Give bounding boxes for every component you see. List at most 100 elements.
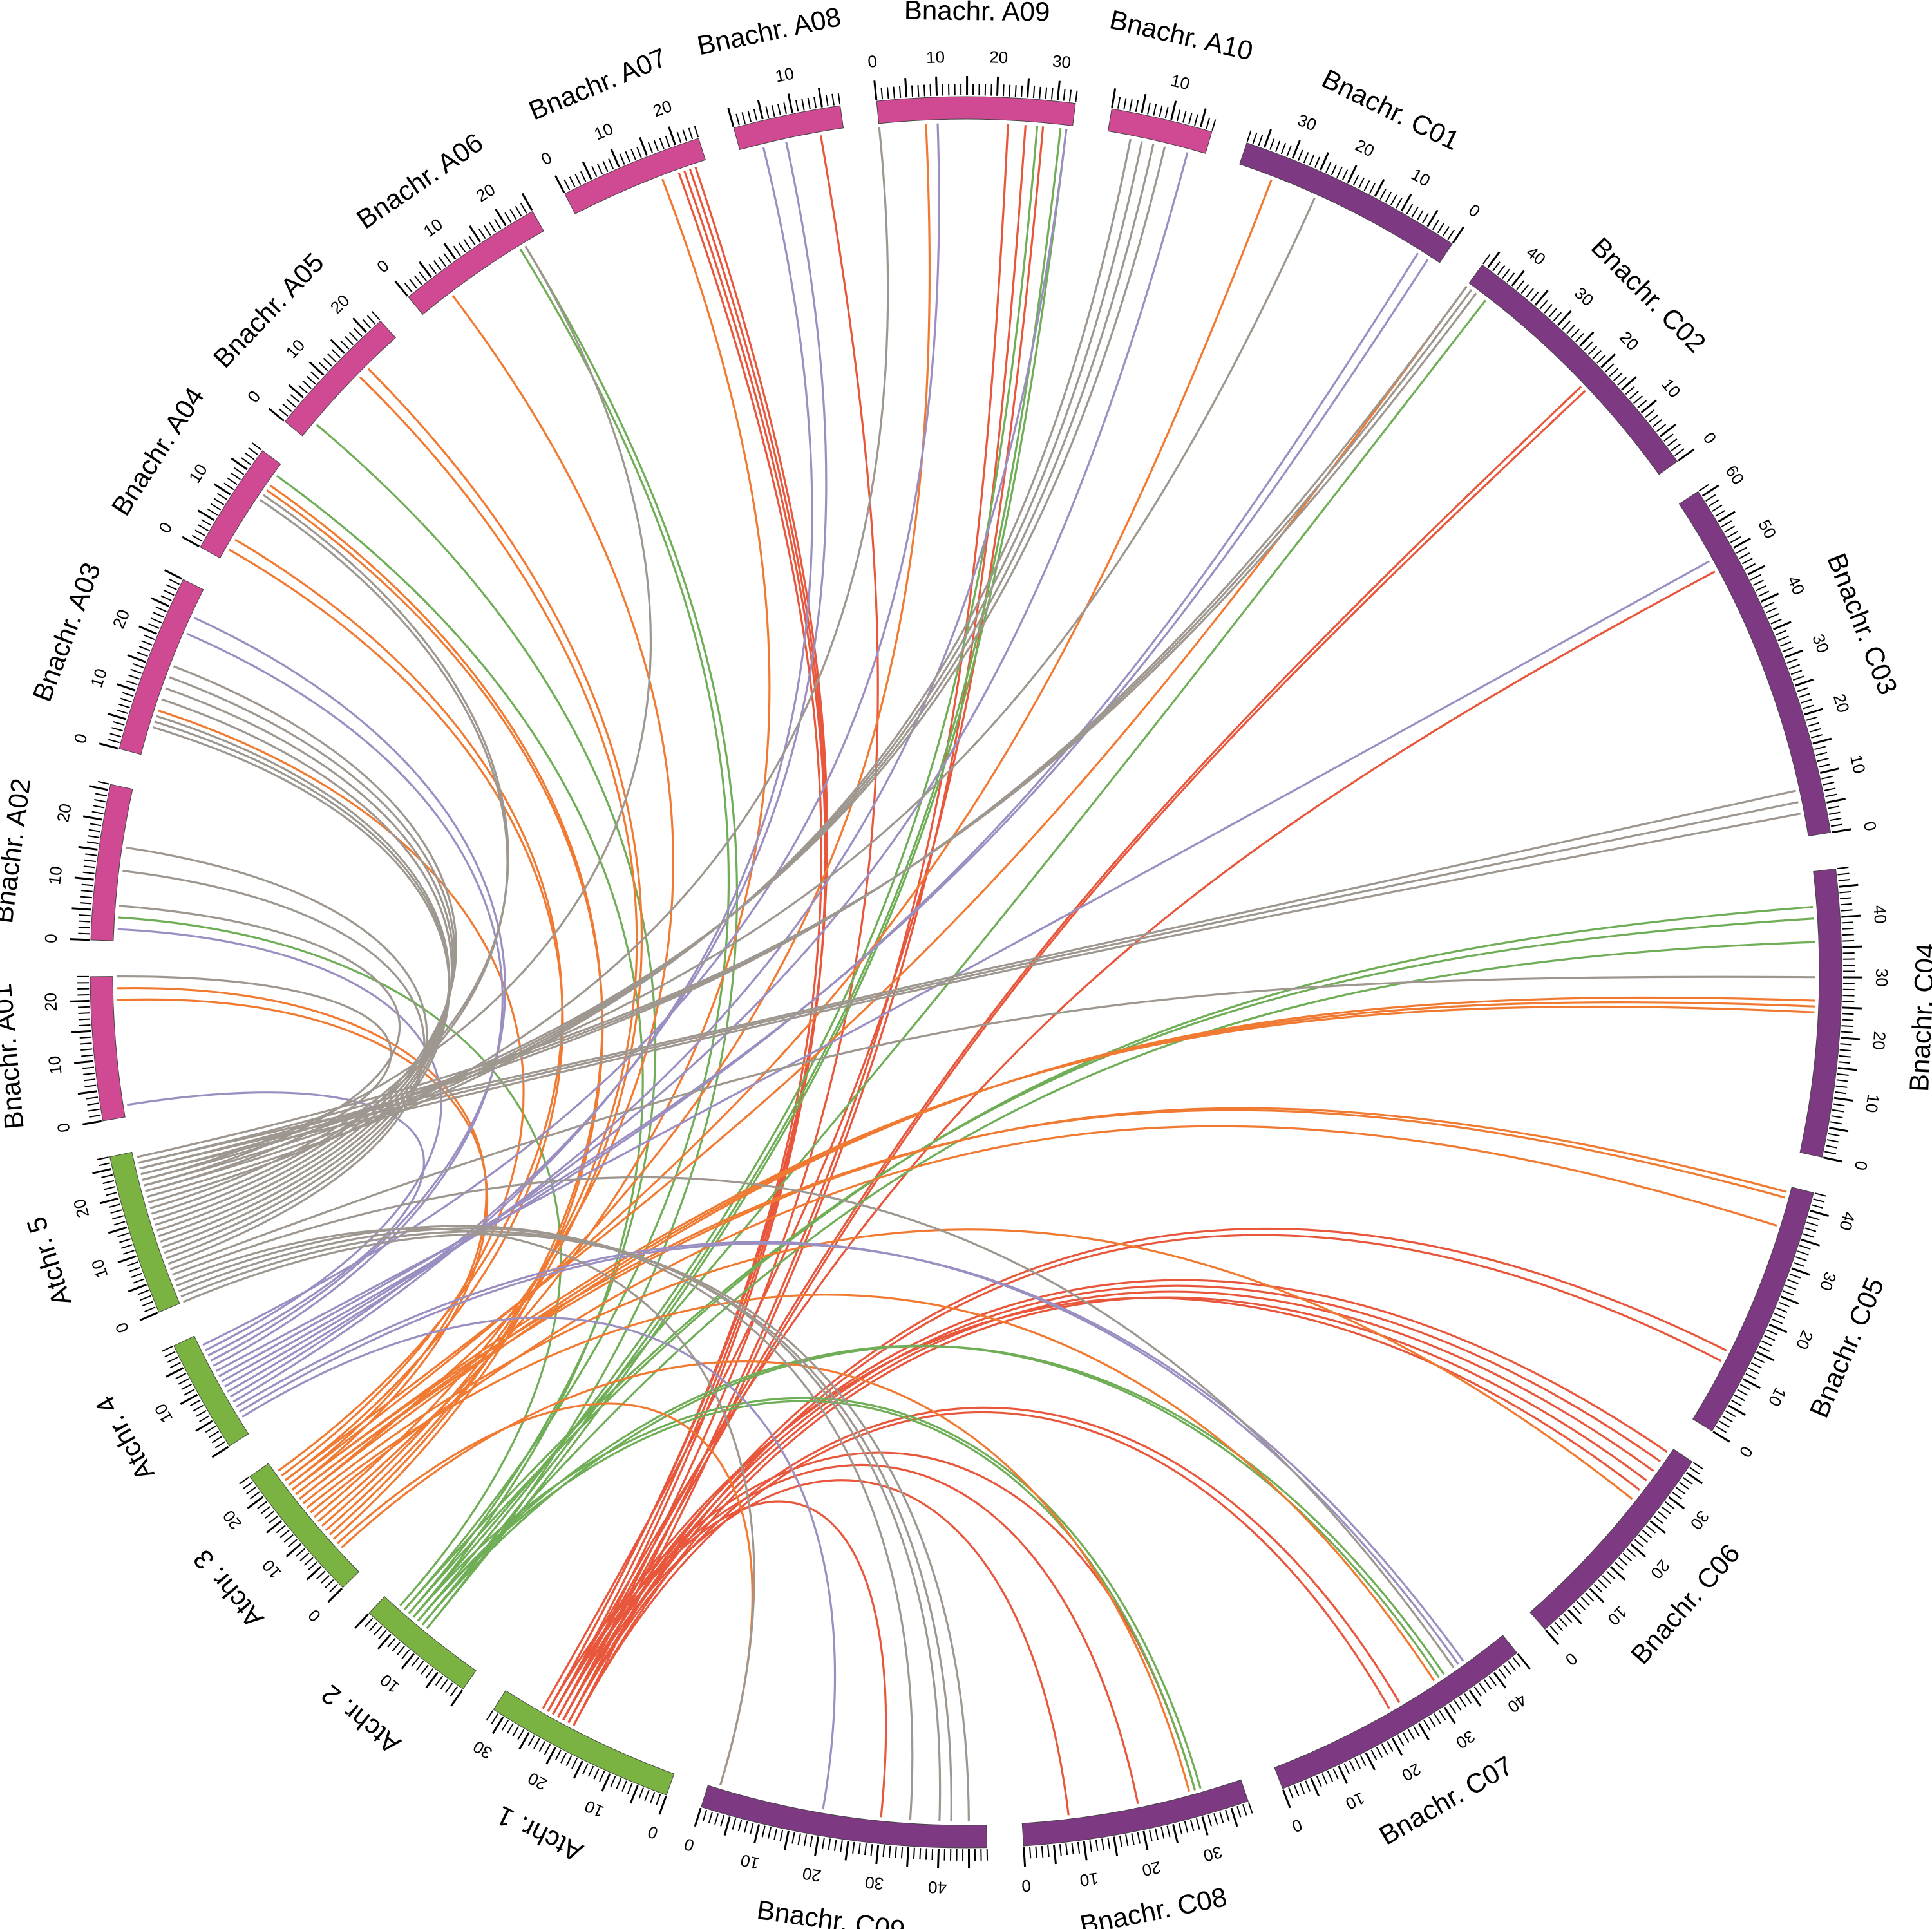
tick-mark — [1795, 1256, 1807, 1261]
tick-mark — [1731, 1399, 1742, 1407]
tick-mark — [79, 1024, 91, 1027]
tick-mark — [1736, 547, 1747, 554]
tick-mark — [1426, 209, 1439, 227]
tick-mark — [803, 1834, 808, 1847]
chromosome-C05: 0 10 20 30 40 Bnachr. C05 — [1692, 1187, 1889, 1461]
tick-mark — [401, 1649, 410, 1660]
tick-mark — [1299, 1783, 1305, 1794]
tick-mark — [1511, 270, 1525, 287]
tick-mark — [71, 1030, 91, 1033]
chromosome-band — [1021, 1779, 1249, 1847]
chromosome-band — [564, 138, 706, 214]
tick-mark — [1825, 793, 1837, 798]
tick-mark — [630, 149, 636, 160]
tick-mark — [1487, 251, 1501, 268]
tick-label: 0 — [645, 1822, 661, 1843]
tick-label: 20 — [1399, 1759, 1425, 1785]
tick-mark — [639, 136, 648, 156]
tick-mark — [242, 1482, 253, 1490]
tick-mark — [1790, 670, 1803, 675]
tick-label: 20 — [41, 992, 61, 1012]
tick-mark — [1664, 1501, 1675, 1510]
tick-mark — [1385, 191, 1392, 203]
tick-mark — [822, 1837, 825, 1850]
tick-mark — [1442, 226, 1450, 237]
tick-mark — [1137, 1832, 1141, 1844]
tick-mark — [587, 1765, 594, 1777]
tick-mark — [1421, 212, 1429, 224]
tick-mark — [1841, 1019, 1854, 1021]
tick-mark — [1428, 1717, 1436, 1727]
tick-mark — [1579, 331, 1595, 347]
chromosome-C04: 0 10 20 30 40 Bnachr. C04 — [1799, 867, 1932, 1172]
tick-mark — [638, 1787, 644, 1799]
synteny-link — [218, 259, 1429, 1377]
tick-mark — [371, 310, 381, 321]
tick-mark — [443, 252, 451, 263]
tick-label: 0 — [682, 1834, 697, 1856]
tick-mark — [741, 112, 746, 124]
synteny-link — [122, 869, 426, 1265]
tick-mark — [1626, 1548, 1636, 1557]
tick-mark — [1841, 921, 1853, 924]
synteny-link — [126, 846, 428, 1259]
tick-mark — [1722, 1415, 1733, 1423]
tick-mark — [1712, 504, 1723, 512]
tick-mark — [80, 1048, 93, 1051]
tick-mark — [773, 1828, 778, 1840]
tick-mark — [82, 871, 95, 874]
synteny-link — [180, 1230, 952, 1821]
tick-mark — [1549, 1626, 1559, 1635]
tick-mark — [1052, 1844, 1057, 1865]
tick-mark — [990, 84, 992, 96]
tick-mark — [77, 1090, 97, 1095]
tick-mark — [296, 1548, 306, 1557]
tick-mark — [1341, 169, 1349, 181]
tick-mark — [1748, 1368, 1759, 1375]
tick-mark — [1817, 757, 1829, 762]
tick-mark — [580, 171, 587, 183]
tick-mark — [1716, 1426, 1727, 1433]
tick-label: 0 — [53, 1122, 74, 1134]
tick-mark — [1837, 1073, 1849, 1077]
tick-mark — [1679, 1482, 1690, 1490]
synteny-link — [557, 386, 1582, 1718]
tick-mark — [1745, 563, 1756, 570]
tick-mark — [1725, 1410, 1736, 1418]
tick-mark — [1839, 1055, 1851, 1058]
tick-mark — [319, 362, 328, 372]
tick-mark — [1390, 194, 1397, 206]
tick-label: 0 — [1736, 1443, 1757, 1461]
tick-mark — [1808, 1216, 1820, 1221]
tick-label: 50 — [1754, 516, 1780, 542]
tick-mark — [489, 221, 497, 232]
tick-mark — [1402, 1732, 1410, 1743]
tick-mark — [1189, 1820, 1195, 1832]
chromosome-label: Bnachr. A10 — [1107, 4, 1256, 66]
tick-mark — [1668, 1496, 1685, 1510]
synteny-link — [552, 1463, 1139, 1805]
tick-mark — [463, 238, 471, 249]
tick-mark — [1002, 84, 1005, 97]
tick-mark — [1792, 675, 1804, 681]
synteny-link — [169, 975, 1815, 1270]
tick-mark — [1640, 399, 1657, 414]
tick-label: 0 — [243, 387, 264, 406]
chromosome-band — [109, 1151, 180, 1313]
tick-mark — [1365, 1752, 1376, 1771]
tick-mark — [1170, 100, 1177, 120]
tick-mark — [1286, 145, 1292, 156]
chromosome-C02: 0 10 20 30 40 Bnachr. C02 — [1468, 231, 1720, 475]
tick-mark — [1823, 1156, 1842, 1163]
tick-mark — [1721, 520, 1732, 528]
chromosome-label: Bnachr. C02 — [1586, 231, 1712, 358]
synteny-link — [117, 998, 489, 1491]
tick-label: 0 — [1851, 1159, 1871, 1172]
tick-mark — [1117, 97, 1121, 109]
tick-mark — [665, 135, 670, 147]
tick-mark — [78, 927, 90, 929]
tick-mark — [1830, 1121, 1842, 1125]
tick-mark — [1829, 1127, 1849, 1133]
tick-mark — [162, 1346, 173, 1352]
